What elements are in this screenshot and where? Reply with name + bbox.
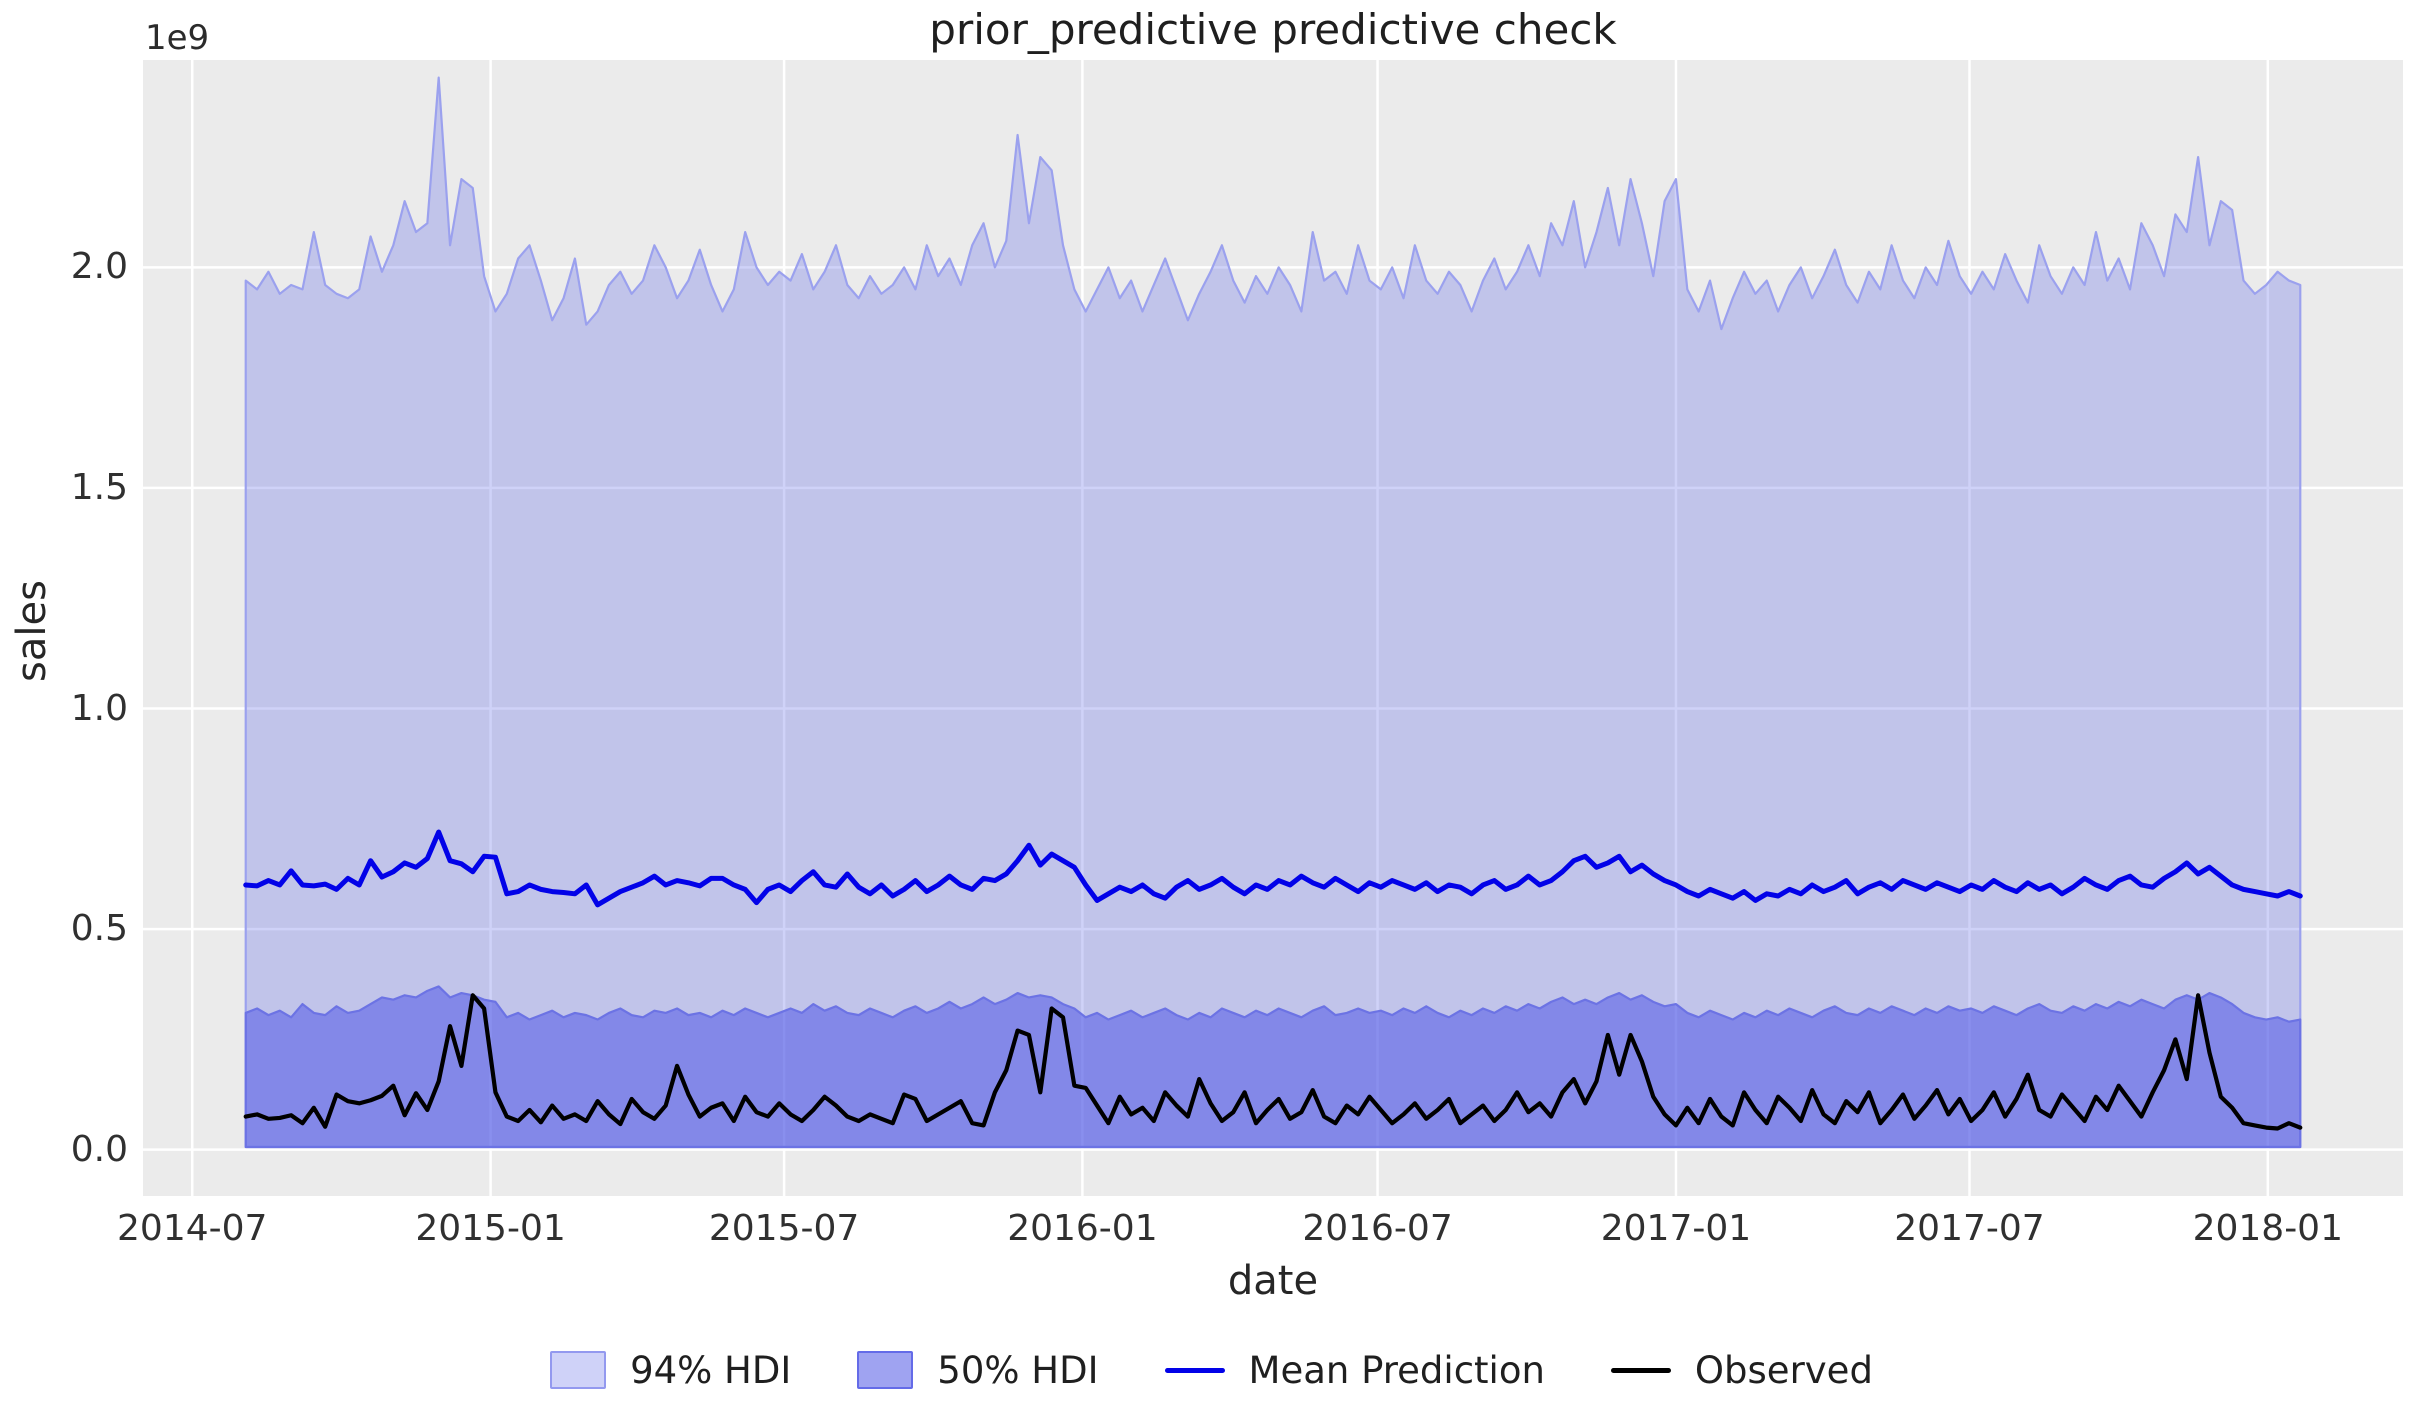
x-tick-label: 2016-07: [1302, 1208, 1453, 1249]
legend-item-94-hdi: 94% HDI: [550, 1349, 791, 1392]
x-tick-label: 2015-07: [708, 1208, 860, 1249]
legend: 94% HDI 50% HDI Mean Prediction Observed: [0, 1342, 2423, 1398]
chart-canvas: [143, 60, 2403, 1196]
legend-item-mean-prediction: Mean Prediction: [1164, 1348, 1545, 1392]
plot-area: [143, 60, 2403, 1196]
legend-swatch-94-hdi: [550, 1351, 607, 1389]
x-tick-label: 2014-07: [117, 1208, 268, 1249]
legend-item-observed: Observed: [1610, 1348, 1873, 1392]
y-axis-offset-text: 1e9: [145, 18, 210, 58]
y-tick-label: 1.5: [70, 466, 128, 508]
observed-line: [243, 993, 2303, 1131]
x-tick-label: 2015-01: [415, 1208, 566, 1249]
x-tick-label: 2017-07: [1894, 1208, 2045, 1249]
legend-line-observed: [1610, 1367, 1671, 1373]
legend-swatch-50-hdi: [857, 1351, 914, 1389]
y-axis-label: sales: [9, 580, 55, 682]
chart-title: prior_predictive predictive check: [929, 5, 1617, 54]
legend-item-50-hdi: 50% HDI: [857, 1348, 1099, 1392]
band-94-hdi: [244, 76, 2302, 1149]
y-tick-label: 1.0: [70, 687, 128, 729]
legend-line-mean-prediction: [1164, 1367, 1225, 1373]
x-axis-label: date: [1227, 1258, 1319, 1304]
legend-label-observed: Observed: [1694, 1348, 1873, 1392]
legend-label-50-hdi: 50% HDI: [937, 1348, 1099, 1392]
y-tick-label: 0.0: [70, 1128, 128, 1170]
y-tick-label: 2.0: [70, 246, 128, 288]
x-tick-label: 2017-01: [1600, 1208, 1752, 1249]
legend-label-94-hdi: 94% HDI: [630, 1348, 792, 1392]
y-tick-label: 0.5: [70, 908, 128, 950]
legend-label-mean-prediction: Mean Prediction: [1248, 1348, 1545, 1392]
x-tick-label: 2018-01: [2192, 1208, 2343, 1249]
x-tick-label: 2016-01: [1007, 1208, 1158, 1249]
mean-prediction-line: [243, 829, 2303, 908]
